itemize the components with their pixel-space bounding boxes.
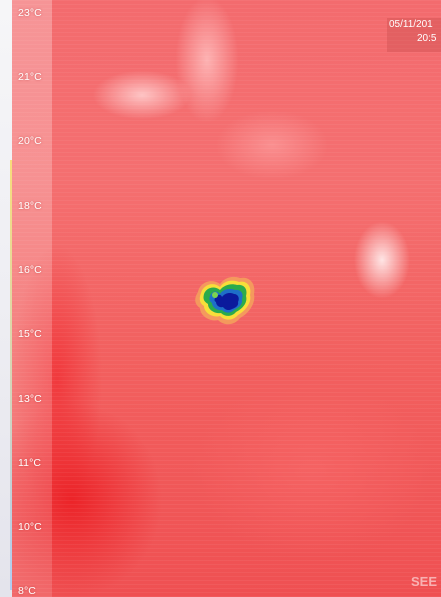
- temperature-scale-strip: [12, 0, 52, 597]
- scale-tick-20: 20°C: [18, 135, 42, 147]
- scale-tick-10: 10°C: [18, 521, 42, 533]
- scale-tick-15: 15°C: [18, 328, 42, 340]
- timestamp-overlay: 05/11/201 20:5: [387, 18, 441, 52]
- brand-watermark: SEE: [411, 574, 438, 589]
- scale-tick-11: 11°C: [18, 457, 42, 469]
- timestamp-time: 20:5: [417, 33, 437, 44]
- scale-tick-23: 23°C: [18, 7, 42, 19]
- cold-spot-green-fleck: [212, 292, 218, 298]
- scale-tick-16: 16°C: [18, 264, 42, 276]
- left-edge-color-line: [10, 160, 12, 590]
- scale-tick-18: 18°C: [18, 200, 42, 212]
- cold-spot-core: [214, 293, 239, 311]
- scale-tick-8: 8°C: [18, 585, 36, 597]
- cold-spot: [195, 276, 255, 325]
- scale-tick-13: 13°C: [18, 393, 42, 405]
- scale-tick-21: 21°C: [18, 71, 42, 83]
- timestamp-date: 05/11/201: [389, 19, 433, 30]
- left-edge-strip: [0, 0, 12, 597]
